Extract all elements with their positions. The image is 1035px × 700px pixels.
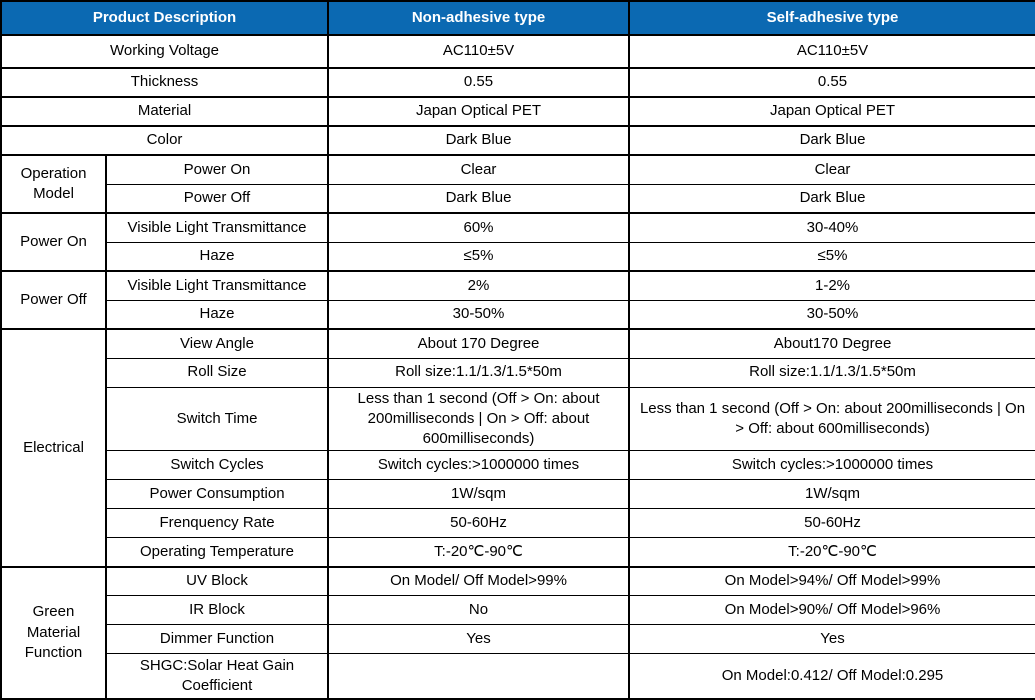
row-operation-power-off: Power Off Dark Blue Dark Blue: [1, 183, 1035, 214]
header-product-description: Product Description: [0, 0, 329, 36]
shgc-non-adhesive-value: [327, 653, 630, 700]
thickness-label: Thickness: [0, 67, 329, 98]
row-thickness: Thickness 0.55 0.55: [0, 67, 1035, 98]
operating-temperature-self-adhesive-value: T:-20℃-90℃: [628, 537, 1035, 568]
row-material: Material Japan Optical PET Japan Optical…: [0, 96, 1035, 127]
power-off-vlt-label: Visible Light Transmittance: [105, 270, 329, 301]
group-green-material-function: Green Material Function: [0, 565, 107, 700]
power-on-haze-self-adhesive-value: ≤5%: [628, 241, 1035, 272]
row-view-angle: Electrical View Angle About 170 Degree A…: [0, 328, 1035, 568]
shgc-self-adhesive-value: On Model:0.412/ Off Model:0.295: [628, 653, 1035, 700]
row-switch-cycles: Switch Cycles Switch cycles:>1000000 tim…: [1, 450, 1035, 481]
switch-cycles-non-adhesive-value: Switch cycles:>1000000 times: [327, 450, 630, 481]
switch-time-self-adhesive-value: Less than 1 second (Off > On: about 200m…: [628, 386, 1035, 452]
working-voltage-non-adhesive-value: AC110±5V: [327, 34, 630, 69]
power-consumption-non-adhesive-value: 1W/sqm: [327, 479, 630, 510]
ir-block-non-adhesive-value: No: [327, 595, 630, 626]
row-roll-size: Roll Size Roll size:1.1/1.3/1.5*50m Roll…: [1, 357, 1035, 388]
row-power-on-haze: Haze ≤5% ≤5%: [1, 241, 1035, 272]
row-color: Color Dark Blue Dark Blue: [0, 125, 1035, 156]
color-label: Color: [0, 125, 329, 156]
switch-time-non-adhesive-value: Less than 1 second (Off > On: about 200m…: [327, 386, 630, 452]
operating-temperature-label: Operating Temperature: [105, 537, 329, 568]
color-self-adhesive-value: Dark Blue: [628, 125, 1035, 156]
power-on-vlt-label: Visible Light Transmittance: [105, 212, 329, 243]
uv-block-non-adhesive-value: On Model/ Off Model>99%: [327, 566, 630, 597]
row-uv-block: Green Material Function UV Block On Mode…: [0, 565, 1035, 700]
dimmer-function-non-adhesive-value: Yes: [327, 624, 630, 655]
color-non-adhesive-value: Dark Blue: [327, 125, 630, 156]
header-row: Product Description Non-adhesive type Se…: [0, 0, 1035, 36]
header-non-adhesive-type: Non-adhesive type: [327, 0, 630, 36]
thickness-non-adhesive-value: 0.55: [327, 67, 630, 98]
shgc-label: SHGC:Solar Heat Gain Coefficient: [105, 653, 329, 700]
frequency-rate-label: Frenquency Rate: [105, 508, 329, 539]
view-angle-label: View Angle: [105, 328, 329, 359]
power-off-haze-non-adhesive-value: 30-50%: [327, 299, 630, 330]
power-consumption-label: Power Consumption: [105, 479, 329, 510]
operation-power-off-self-adhesive-value: Dark Blue: [628, 183, 1035, 214]
working-voltage-label: Working Voltage: [0, 34, 329, 69]
switch-cycles-label: Switch Cycles: [105, 450, 329, 481]
power-consumption-self-adhesive-value: 1W/sqm: [628, 479, 1035, 510]
material-non-adhesive-value: Japan Optical PET: [327, 96, 630, 127]
group-electrical: Electrical: [0, 328, 107, 568]
switch-cycles-self-adhesive-value: Switch cycles:>1000000 times: [628, 450, 1035, 481]
ir-block-self-adhesive-value: On Model>90%/ Off Model>96%: [628, 595, 1035, 626]
uv-block-self-adhesive-value: On Model>94%/ Off Model>99%: [628, 566, 1035, 597]
power-off-haze-label: Haze: [105, 299, 329, 330]
row-operation-power-on: Operation Model Power On Clear Clear: [0, 154, 1035, 214]
working-voltage-self-adhesive-value: AC110±5V: [628, 34, 1035, 69]
roll-size-non-adhesive-value: Roll size:1.1/1.3/1.5*50m: [327, 357, 630, 388]
row-operating-temperature: Operating Temperature T:-20℃-90℃ T:-20℃-…: [1, 537, 1035, 568]
row-working-voltage: Working Voltage AC110±5V AC110±5V: [0, 34, 1035, 69]
power-on-vlt-self-adhesive-value: 30-40%: [628, 212, 1035, 243]
dimmer-function-self-adhesive-value: Yes: [628, 624, 1035, 655]
operation-power-on-self-adhesive-value: Clear: [628, 154, 1035, 185]
row-ir-block: IR Block No On Model>90%/ Off Model>96%: [1, 595, 1035, 626]
dimmer-function-label: Dimmer Function: [105, 624, 329, 655]
material-self-adhesive-value: Japan Optical PET: [628, 96, 1035, 127]
ir-block-label: IR Block: [105, 595, 329, 626]
group-power-off: Power Off: [0, 270, 107, 330]
row-power-off-vlt: Power Off Visible Light Transmittance 2%…: [0, 270, 1035, 330]
thickness-self-adhesive-value: 0.55: [628, 67, 1035, 98]
roll-size-label: Roll Size: [105, 357, 329, 388]
operation-power-on-label: Power On: [105, 154, 329, 185]
operation-power-off-label: Power Off: [105, 183, 329, 214]
uv-block-label: UV Block: [105, 566, 329, 597]
power-off-vlt-self-adhesive-value: 1-2%: [628, 270, 1035, 301]
switch-time-label: Switch Time: [105, 386, 329, 452]
roll-size-self-adhesive-value: Roll size:1.1/1.3/1.5*50m: [628, 357, 1035, 388]
row-power-off-haze: Haze 30-50% 30-50%: [1, 299, 1035, 330]
row-power-consumption: Power Consumption 1W/sqm 1W/sqm: [1, 479, 1035, 510]
row-shgc: SHGC:Solar Heat Gain Coefficient On Mode…: [1, 653, 1035, 700]
row-switch-time: Switch Time Less than 1 second (Off > On…: [1, 386, 1035, 452]
material-label: Material: [0, 96, 329, 127]
header-self-adhesive-type: Self-adhesive type: [628, 0, 1035, 36]
group-operation-model: Operation Model: [0, 154, 107, 214]
operating-temperature-non-adhesive-value: T:-20℃-90℃: [327, 537, 630, 568]
operation-power-off-non-adhesive-value: Dark Blue: [327, 183, 630, 214]
row-frequency-rate: Frenquency Rate 50-60Hz 50-60Hz: [1, 508, 1035, 539]
view-angle-self-adhesive-value: About170 Degree: [628, 328, 1035, 359]
row-power-on-vlt: Power On Visible Light Transmittance 60%…: [0, 212, 1035, 272]
row-dimmer-function: Dimmer Function Yes Yes: [1, 624, 1035, 655]
power-on-vlt-non-adhesive-value: 60%: [327, 212, 630, 243]
view-angle-non-adhesive-value: About 170 Degree: [327, 328, 630, 359]
power-off-haze-self-adhesive-value: 30-50%: [628, 299, 1035, 330]
power-on-haze-non-adhesive-value: ≤5%: [327, 241, 630, 272]
frequency-rate-non-adhesive-value: 50-60Hz: [327, 508, 630, 539]
frequency-rate-self-adhesive-value: 50-60Hz: [628, 508, 1035, 539]
operation-power-on-non-adhesive-value: Clear: [327, 154, 630, 185]
power-on-haze-label: Haze: [105, 241, 329, 272]
group-power-on: Power On: [0, 212, 107, 272]
power-off-vlt-non-adhesive-value: 2%: [327, 270, 630, 301]
